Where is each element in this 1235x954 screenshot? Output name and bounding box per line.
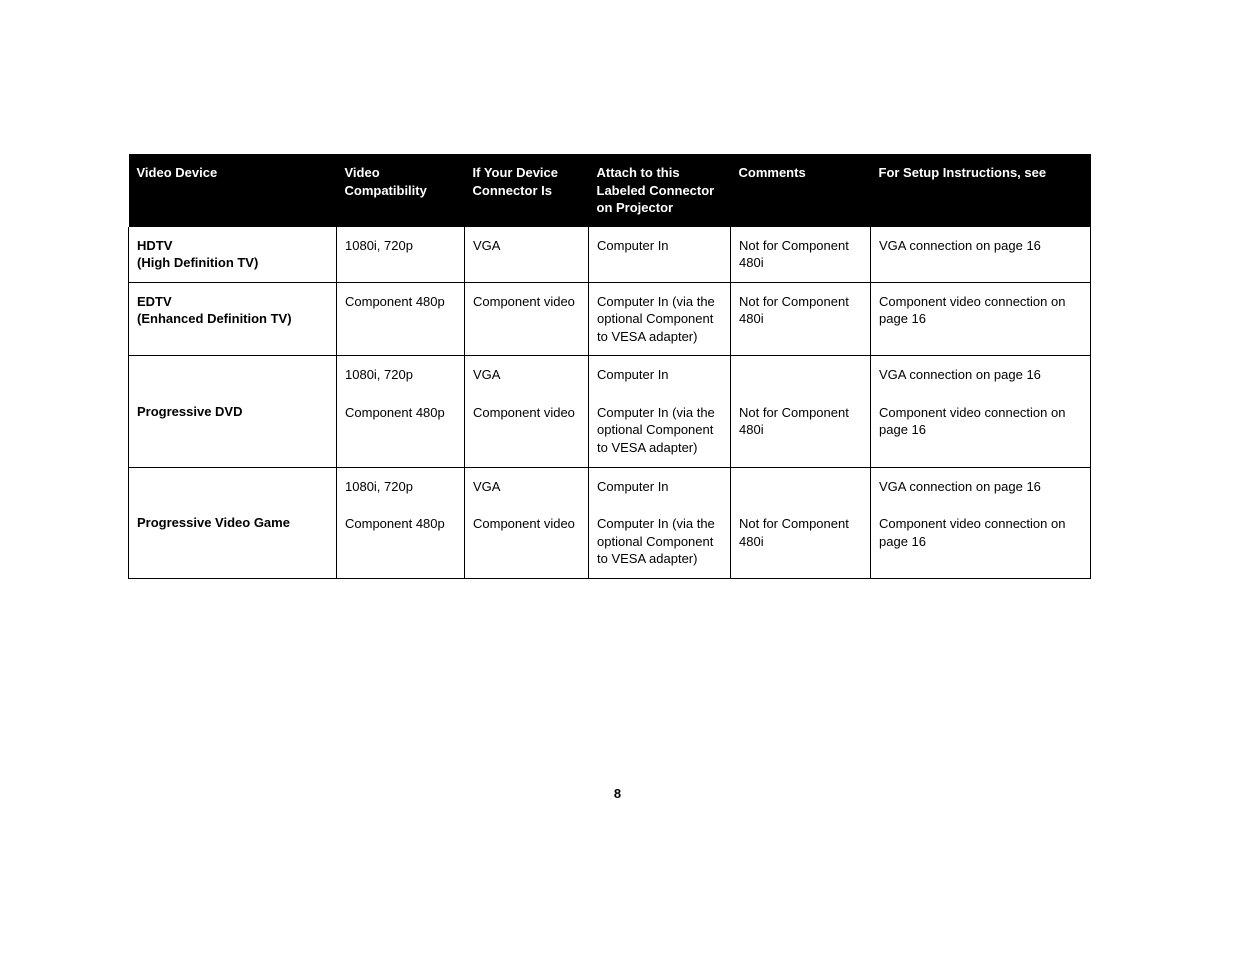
cell-device: HDTV (High Definition TV) [129,227,337,283]
device-line1: HDTV [137,238,172,253]
cell-instructions: Component video connection on page 16 [871,282,1091,356]
cell-compatibility: 1080i, 720p [337,356,465,394]
device-line1: EDTV [137,294,172,309]
page-number: 8 [0,786,1235,801]
cell-comments: Not for Component 480i [731,282,871,356]
header-instructions: For Setup Instructions, see [871,154,1091,227]
cell-attach: Computer In [589,227,731,283]
cell-attach: Computer In (via the optional Component … [589,282,731,356]
cell-instructions: VGA connection on page 16 [871,467,1091,505]
table-row: EDTV (Enhanced Definition TV) Component … [129,282,1091,356]
cell-comments: Not for Component 480i [731,394,871,467]
cell-instructions: Component video connection on page 16 [871,394,1091,467]
cell-device: Progressive DVD [129,356,337,467]
cell-compatibility: Component 480p [337,394,465,467]
table-header-row: Video Device Video Compatibility If Your… [129,154,1091,227]
cell-comments [731,467,871,505]
header-attach: Attach to this Labeled Connector on Proj… [589,154,731,227]
cell-compatibility: 1080i, 720p [337,467,465,505]
cell-compatibility: Component 480p [337,282,465,356]
cell-instructions: VGA connection on page 16 [871,227,1091,283]
cell-compatibility: 1080i, 720p [337,227,465,283]
video-connector-table: Video Device Video Compatibility If Your… [128,154,1091,579]
cell-comments: Not for Component 480i [731,227,871,283]
device-line2: (Enhanced Definition TV) [137,310,328,328]
cell-connector: VGA [465,227,589,283]
cell-instructions: VGA connection on page 16 [871,356,1091,394]
cell-connector: Component video [465,394,589,467]
header-comments: Comments [731,154,871,227]
cell-connector: Component video [465,282,589,356]
cell-compatibility: Component 480p [337,505,465,578]
cell-comments [731,356,871,394]
cell-attach: Computer In (via the optional Component … [589,394,731,467]
cell-attach: Computer In [589,467,731,505]
device-line1: Progressive DVD [137,404,243,419]
header-device: Video Device [129,154,337,227]
cell-connector: VGA [465,356,589,394]
cell-attach: Computer In [589,356,731,394]
cell-device: EDTV (Enhanced Definition TV) [129,282,337,356]
table-row: Progressive DVD 1080i, 720p VGA Computer… [129,356,1091,394]
cell-connector: Component video [465,505,589,578]
header-compatibility: Video Compatibility [337,154,465,227]
page-content: Video Device Video Compatibility If Your… [128,154,1090,579]
cell-instructions: Component video connection on page 16 [871,505,1091,578]
table-row: HDTV (High Definition TV) 1080i, 720p VG… [129,227,1091,283]
cell-attach: Computer In (via the optional Component … [589,505,731,578]
cell-comments: Not for Component 480i [731,505,871,578]
header-connector: If Your Device Connector Is [465,154,589,227]
cell-device: Progressive Video Game [129,467,337,578]
device-line1: Progressive Video Game [137,515,290,530]
cell-connector: VGA [465,467,589,505]
table-row: Progressive Video Game 1080i, 720p VGA C… [129,467,1091,505]
device-line2: (High Definition TV) [137,254,328,272]
